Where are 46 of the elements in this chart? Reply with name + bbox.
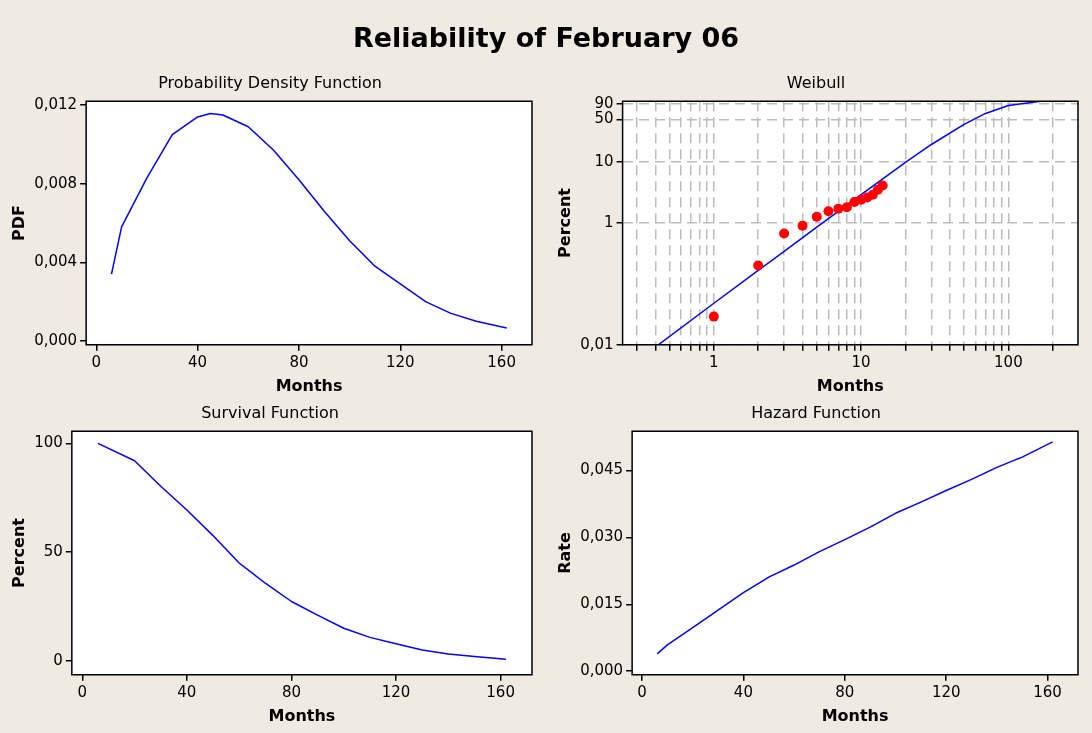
y-axis-title: PDF [8, 205, 28, 241]
x-tick-label: 160 [486, 682, 515, 701]
y-axis-title: Percent [8, 517, 28, 588]
x-tick-label: 80 [835, 682, 855, 701]
x-axis-title: Months [268, 705, 336, 725]
y-tick-label: 90 [594, 93, 614, 112]
x-tick-label: 160 [1033, 682, 1062, 701]
y-tick-label: 50 [594, 109, 614, 128]
chart-title: Weibull [786, 72, 846, 92]
y-tick-label: 100 [34, 433, 63, 452]
x-tick-label: 80 [281, 682, 301, 701]
x-tick-label: 120 [931, 682, 961, 701]
y-tick-label: 0,000 [580, 661, 624, 680]
chart-title: Survival Function [201, 402, 339, 422]
y-tick-label: 0,015 [580, 594, 624, 613]
y-tick-label: 0,008 [34, 173, 78, 192]
x-tick-label: 80 [289, 352, 309, 371]
x-tick-label: 160 [487, 352, 516, 371]
y-tick-label: 0,045 [580, 460, 624, 479]
y-axis-title: Rate [554, 532, 574, 574]
x-axis-title: Months [816, 375, 884, 395]
x-tick-label: 40 [733, 682, 753, 701]
x-tick-label: 40 [177, 682, 197, 701]
y-tick-label: 0,030 [580, 527, 624, 546]
y-tick-label: 0,000 [34, 330, 78, 349]
y-tick-label: 10 [594, 151, 614, 170]
x-tick-label: 120 [385, 352, 415, 371]
y-tick-label: 0,01 [580, 334, 614, 353]
chart-title: Hazard Function [751, 402, 881, 422]
x-tick-label: 0 [637, 682, 647, 701]
y-tick-label: 1 [604, 212, 614, 231]
x-tick-label: 120 [381, 682, 411, 701]
chart-title: Probability Density Function [158, 72, 382, 92]
x-tick-label: 100 [994, 352, 1023, 371]
y-tick-label: 0 [53, 650, 63, 669]
x-axis-title: Months [275, 375, 343, 395]
text: Reliability of February 06 [351, 22, 741, 53]
y-axis-title: Percent [554, 187, 574, 258]
x-tick-label: 40 [188, 352, 208, 371]
x-tick-label: 10 [851, 352, 871, 371]
y-tick-label: 0,004 [34, 252, 78, 271]
y-tick-label: 50 [43, 542, 63, 561]
x-tick-label: 0 [91, 352, 102, 371]
y-tick-label: 0,012 [34, 95, 78, 114]
x-axis-title: Months [821, 705, 889, 725]
x-tick-label: 1 [709, 352, 719, 371]
